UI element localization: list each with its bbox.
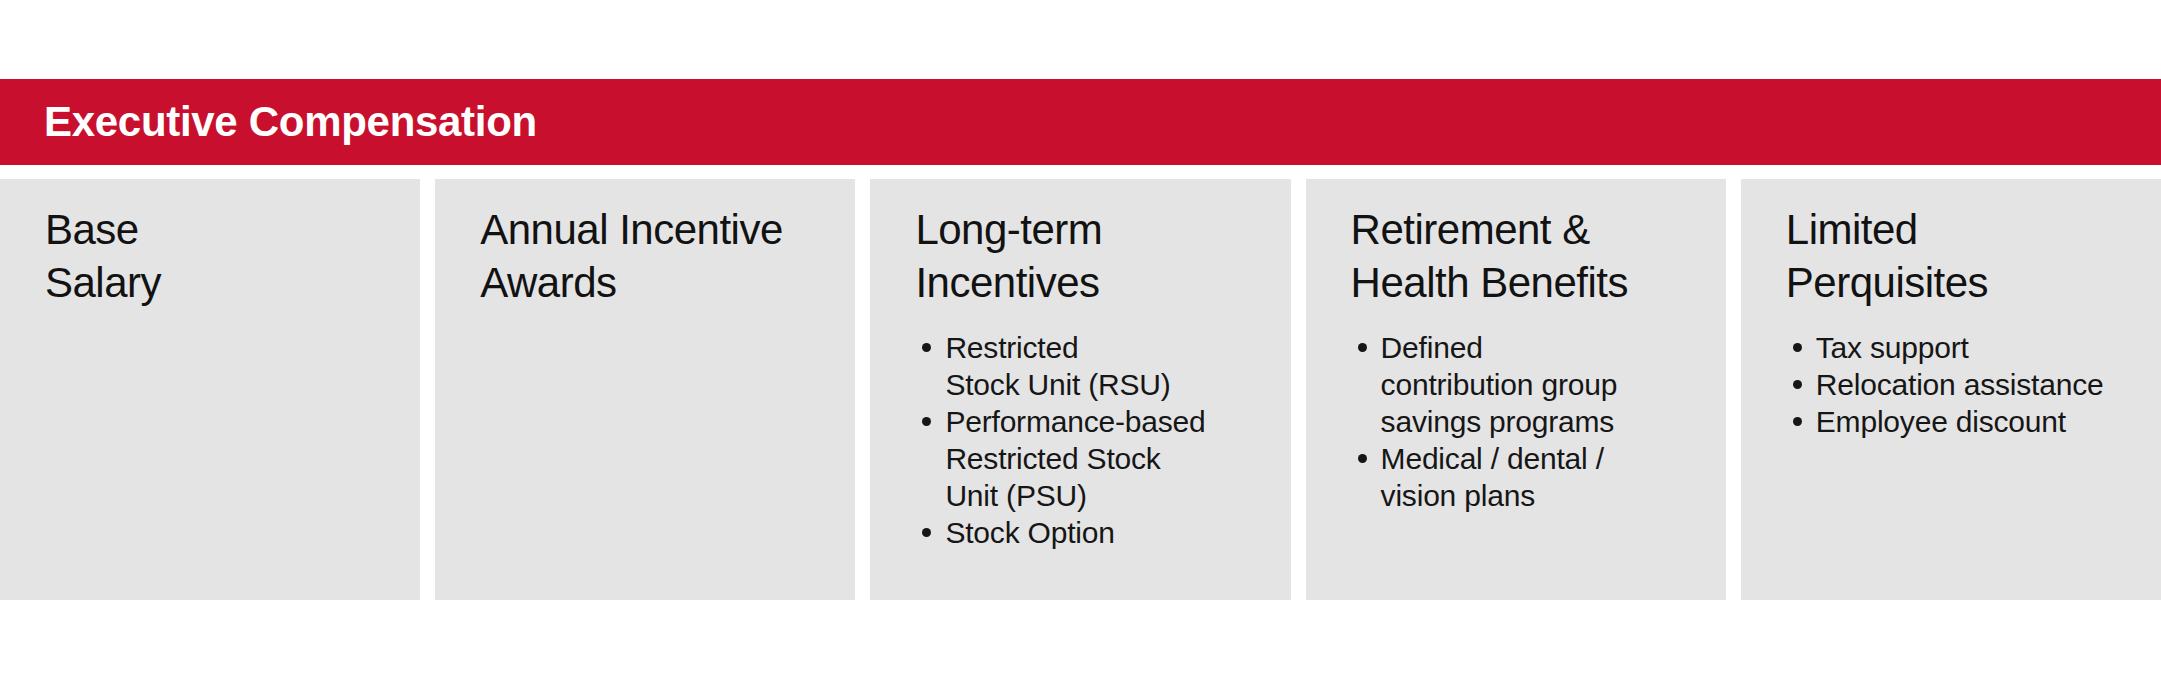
bullet-item: Stock Option [915, 514, 1280, 551]
bullet-label: Restricted Stock Unit (RSU) [945, 329, 1170, 403]
bullet-label: Employee discount [1816, 403, 2066, 440]
column-title: Annual Incentive Awards [480, 203, 845, 309]
column-base-salary: Base Salary [0, 179, 420, 600]
bullet-list: Restricted Stock Unit (RSU) Performance-… [915, 329, 1280, 551]
bullet-label: Medical / dental / vision plans [1381, 440, 1604, 514]
bullet-dot-icon [1358, 343, 1367, 352]
bullet-label: Stock Option [945, 514, 1114, 551]
bullet-dot-icon [922, 528, 931, 537]
bullet-item: Medical / dental / vision plans [1351, 440, 1716, 514]
bullet-item: Performance-based Restricted Stock Unit … [915, 403, 1280, 514]
bullet-dot-icon [1793, 417, 1802, 426]
column-limited-perquisites: Limited Perquisites Tax support Relocati… [1741, 179, 2161, 600]
bullet-item: Defined contribution group savings progr… [1351, 329, 1716, 440]
executive-compensation-slide: Executive Compensation Base Salary Annua… [0, 0, 2161, 680]
column-annual-incentive-awards: Annual Incentive Awards [435, 179, 855, 600]
bullet-label: Tax support [1816, 329, 1969, 366]
column-title: Retirement & Health Benefits [1351, 203, 1716, 309]
compensation-columns: Base Salary Annual Incentive Awards Long… [0, 179, 2161, 600]
bullet-list: Defined contribution group savings progr… [1351, 329, 1716, 514]
bullet-list: Tax support Relocation assistance Employ… [1786, 329, 2151, 440]
section-title: Executive Compensation [44, 98, 537, 146]
bullet-dot-icon [922, 343, 931, 352]
bullet-item: Tax support [1786, 329, 2151, 366]
bullet-item: Restricted Stock Unit (RSU) [915, 329, 1280, 403]
column-title: Long-term Incentives [915, 203, 1280, 309]
column-title: Base Salary [45, 203, 410, 309]
column-title: Limited Perquisites [1786, 203, 2151, 309]
bullet-dot-icon [1793, 380, 1802, 389]
bullet-label: Relocation assistance [1816, 366, 2104, 403]
bullet-label: Performance-based Restricted Stock Unit … [945, 403, 1205, 514]
column-long-term-incentives: Long-term Incentives Restricted Stock Un… [870, 179, 1290, 600]
bullet-label: Defined contribution group savings progr… [1381, 329, 1618, 440]
column-retirement-health-benefits: Retirement & Health Benefits Defined con… [1306, 179, 1726, 600]
bullet-dot-icon [1793, 343, 1802, 352]
bullet-dot-icon [1358, 454, 1367, 463]
bullet-item: Employee discount [1786, 403, 2151, 440]
section-header-bar: Executive Compensation [0, 79, 2161, 165]
bullet-item: Relocation assistance [1786, 366, 2151, 403]
bullet-dot-icon [922, 417, 931, 426]
